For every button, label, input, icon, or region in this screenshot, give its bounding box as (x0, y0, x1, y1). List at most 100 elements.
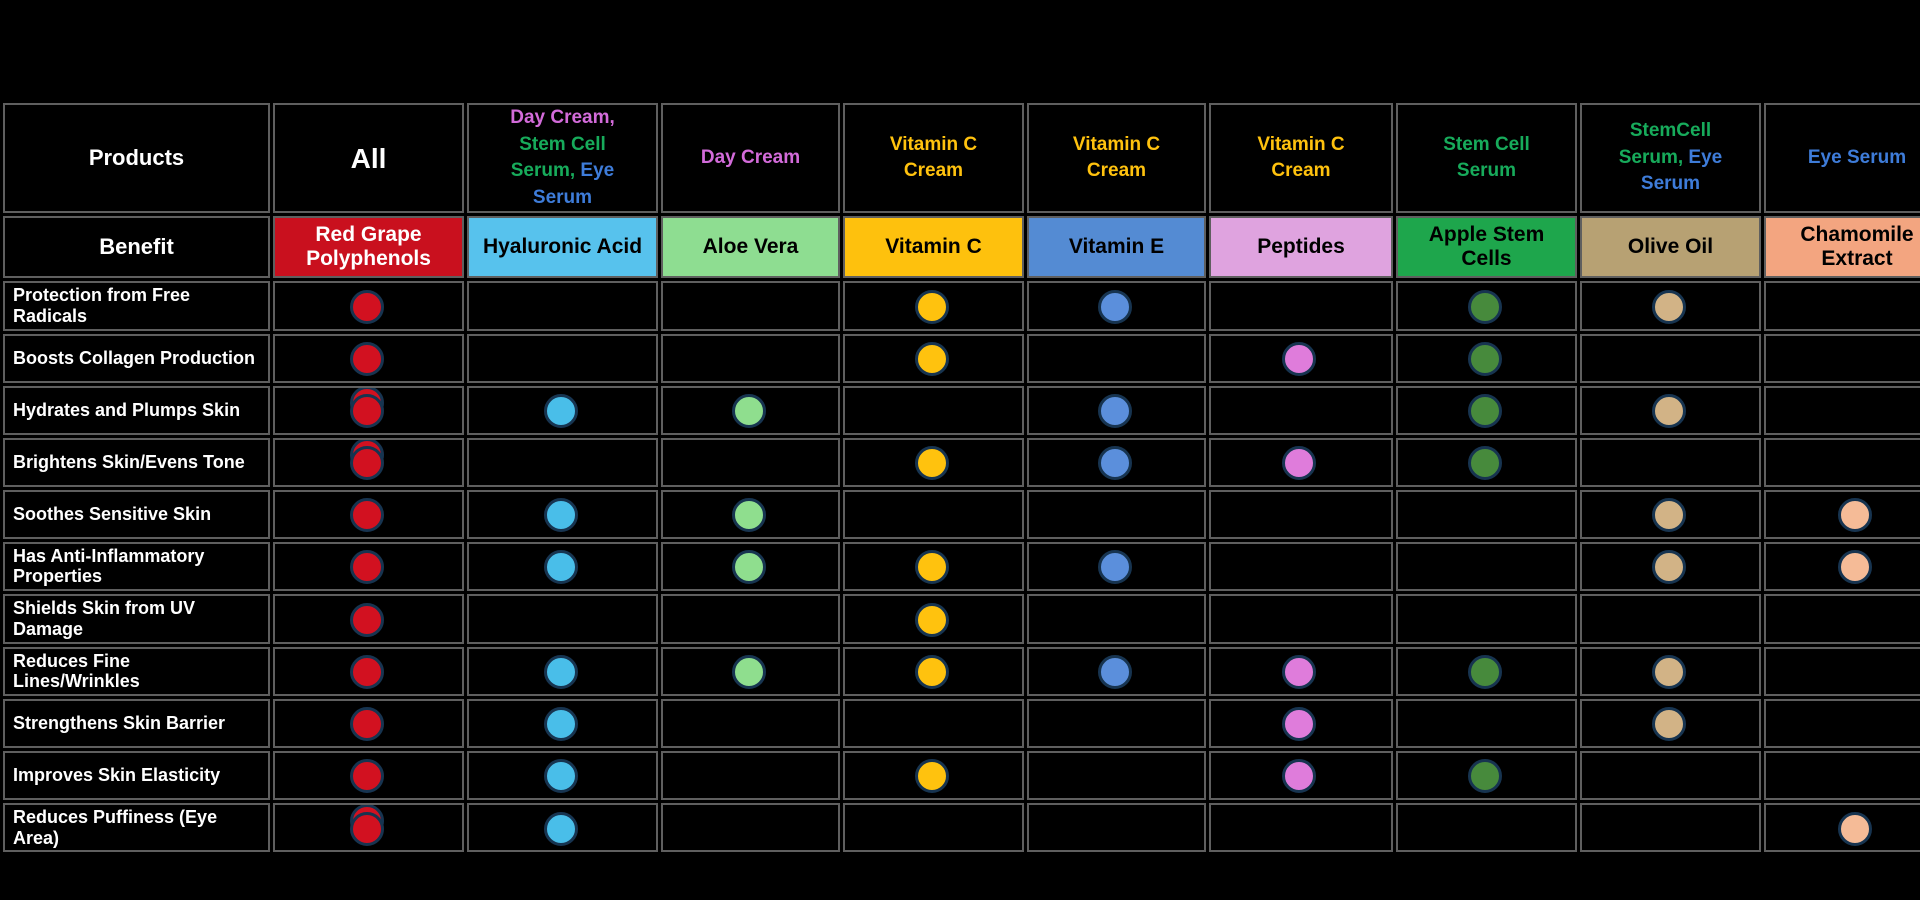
matrix-cell (843, 750, 1024, 800)
product-header-cell: Vitamin C Cream (1209, 103, 1393, 214)
matrix-cell (1396, 802, 1577, 853)
ingredient-dot (543, 702, 583, 744)
matrix-cell (467, 802, 658, 853)
ingredient-header-cell: Peptides (1209, 216, 1393, 279)
matrix-cell (1580, 489, 1761, 539)
benefit-label: Reduces Puffiness (Eye Area) (3, 802, 270, 853)
ingredient-dot (1467, 389, 1507, 431)
matrix-cell (1764, 802, 1920, 853)
matrix-cell (843, 541, 1024, 592)
matrix-cell (1027, 594, 1206, 644)
matrix-cell (1764, 281, 1920, 331)
ingredient-dot-circle (1097, 446, 1132, 481)
ingredient-dot-circle (1282, 759, 1316, 794)
benefit-row: Shields Skin from UV Damage (3, 594, 1920, 644)
ingredient-dot (349, 650, 389, 692)
ingredient-dot (349, 702, 389, 744)
matrix-cell (1764, 385, 1920, 435)
matrix-cell (1209, 437, 1393, 487)
ingredient-header-cell: Vitamin E (1027, 216, 1206, 279)
ingredient-dot-circle (731, 655, 766, 690)
ingredient-dot-circle (1467, 446, 1502, 481)
ingredient-dot (349, 387, 389, 431)
ingredient-dot (914, 650, 954, 692)
ingredient-dot (1837, 545, 1877, 587)
matrix-cell (1209, 333, 1393, 383)
ingredient-dot (349, 545, 389, 587)
matrix-cell (1396, 541, 1577, 592)
matrix-cell (273, 750, 464, 800)
ingredient-dot (731, 493, 771, 535)
ingredient-dot-circle (349, 759, 384, 794)
matrix-cell (1396, 750, 1577, 800)
ingredient-dot (1651, 545, 1691, 587)
benefit-row: Strengthens Skin Barrier (3, 698, 1920, 748)
ingredient-dot (1281, 754, 1321, 796)
ingredient-dot-circle (1097, 655, 1132, 690)
matrix-cell (1209, 281, 1393, 331)
product-name-segment: Stem Cell Serum, (510, 133, 606, 182)
matrix-cell (1209, 750, 1393, 800)
matrix-cell (661, 385, 840, 435)
ingredient-dot-circle (731, 394, 766, 429)
product-name-segment: Day Cream, (510, 107, 615, 128)
matrix-cell (1396, 489, 1577, 539)
benefit-row: Has Anti-Inflammatory Properties (3, 541, 1920, 592)
matrix-cell (467, 594, 658, 644)
ingredient-dot-circle (349, 394, 384, 429)
ingredient-benefit-table: Products All Day Cream, Stem Cell Serum, … (0, 100, 1920, 856)
ingredient-dot-circle (1838, 498, 1872, 533)
matrix-cell (273, 437, 464, 487)
ingredient-dot (349, 754, 389, 796)
ingredient-dot (1467, 337, 1507, 379)
matrix-cell (273, 333, 464, 383)
ingredient-dot-circle (349, 446, 384, 481)
matrix-cell (467, 698, 658, 748)
matrix-cell (843, 698, 1024, 748)
ingredient-dot (731, 389, 771, 431)
matrix-cell (273, 698, 464, 748)
benefit-label: Shields Skin from UV Damage (3, 594, 270, 644)
matrix-cell (1027, 802, 1206, 853)
ingredient-dot-circle (1467, 759, 1502, 794)
matrix-cell (1027, 333, 1206, 383)
matrix-cell (1580, 646, 1761, 696)
ingredient-dot-circle (914, 446, 949, 481)
ingredient-dot (1651, 285, 1691, 327)
slide-canvas: Products All Day Cream, Stem Cell Serum, … (0, 100, 1920, 856)
ingredient-dot-circle (349, 602, 384, 637)
ingredient-dot-circle (543, 394, 578, 429)
product-header-cell: Eye Serum (1764, 103, 1920, 214)
ingredient-dot-circle (914, 342, 949, 377)
benefit-label: Reduces Fine Lines/Wrinkles (3, 646, 270, 696)
ingredient-dot-circle (1467, 290, 1502, 325)
product-name-segment: StemCell Serum, (1618, 120, 1712, 168)
benefit-row: Boosts Collagen Production (3, 333, 1920, 383)
ingredient-dot-circle (349, 498, 384, 533)
ingredient-dot-circle (1282, 342, 1316, 377)
ingredient-dot (543, 754, 583, 796)
ingredient-dot (1837, 807, 1877, 849)
matrix-cell (843, 281, 1024, 331)
ingredient-dot-circle (914, 759, 949, 794)
matrix-cell (661, 698, 840, 748)
ingredient-dot-circle (1467, 342, 1502, 377)
products-corner-label: Products (3, 103, 270, 214)
ingredient-dot-circle (1651, 290, 1686, 325)
product-name-segment: All (350, 142, 387, 174)
ingredient-header-cell: Aloe Vera (661, 216, 840, 279)
ingredient-dot-circle (349, 290, 384, 325)
benefit-row: Hydrates and Plumps Skin (3, 385, 1920, 435)
matrix-cell (1396, 281, 1577, 331)
ingredient-dot (1097, 650, 1137, 692)
ingredient-dot-circle (543, 759, 578, 794)
ingredient-dot-circle (543, 498, 578, 533)
matrix-cell (1396, 437, 1577, 487)
ingredient-dot-circle (731, 498, 766, 533)
matrix-cell (1027, 646, 1206, 696)
ingredient-dot (914, 545, 954, 587)
matrix-cell (1764, 698, 1920, 748)
matrix-cell (273, 281, 464, 331)
matrix-cell (843, 802, 1024, 853)
benefit-row: Reduces Puffiness (Eye Area) (3, 802, 1920, 853)
